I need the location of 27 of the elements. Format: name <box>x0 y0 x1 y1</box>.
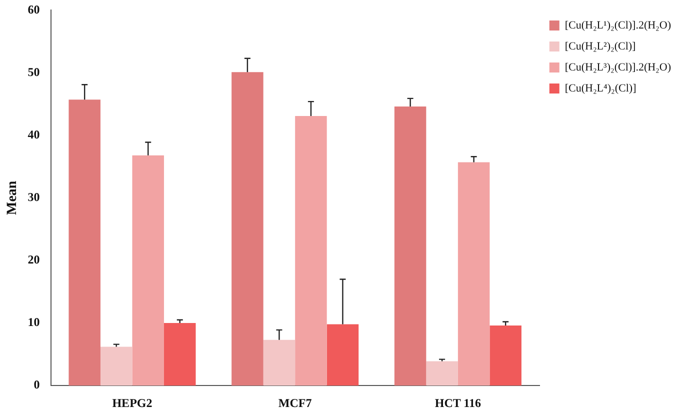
x-tick-label: MCF7 <box>278 396 312 410</box>
legend-label: [Cu(H₂L³)₂(Cl)].2(H₂O) <box>564 61 672 74</box>
bar <box>232 72 264 386</box>
bar <box>100 346 132 386</box>
y-tick-label: 50 <box>28 64 40 79</box>
y-tick-label: 40 <box>28 127 40 142</box>
y-tick-label: 20 <box>28 252 40 267</box>
bar <box>326 324 359 386</box>
legend-label: [Cu(H₂L¹)₂(Cl)].2(H₂O) <box>564 19 672 32</box>
y-tick-label: 10 <box>28 315 40 330</box>
bar <box>132 155 164 386</box>
legend-label: [Cu(H₂L²)₂(Cl)] <box>564 40 636 52</box>
x-tick-label: HEPG2 <box>112 396 152 410</box>
bar <box>68 100 100 386</box>
bar <box>394 106 426 386</box>
y-tick-label: 30 <box>28 190 40 204</box>
x-tick-label: HCT 116 <box>434 396 481 410</box>
bar <box>426 361 458 386</box>
legend-label: [Cu(H₂L⁴)₂(Cl)] <box>564 82 636 94</box>
bar <box>263 340 296 386</box>
y-tick-label: 0 <box>34 378 40 392</box>
bar <box>164 323 196 386</box>
bar <box>458 162 490 386</box>
bar <box>295 116 327 386</box>
bar <box>490 326 522 386</box>
y-tick-label: 60 <box>28 2 40 16</box>
y-axis-title: Mean <box>5 180 20 216</box>
